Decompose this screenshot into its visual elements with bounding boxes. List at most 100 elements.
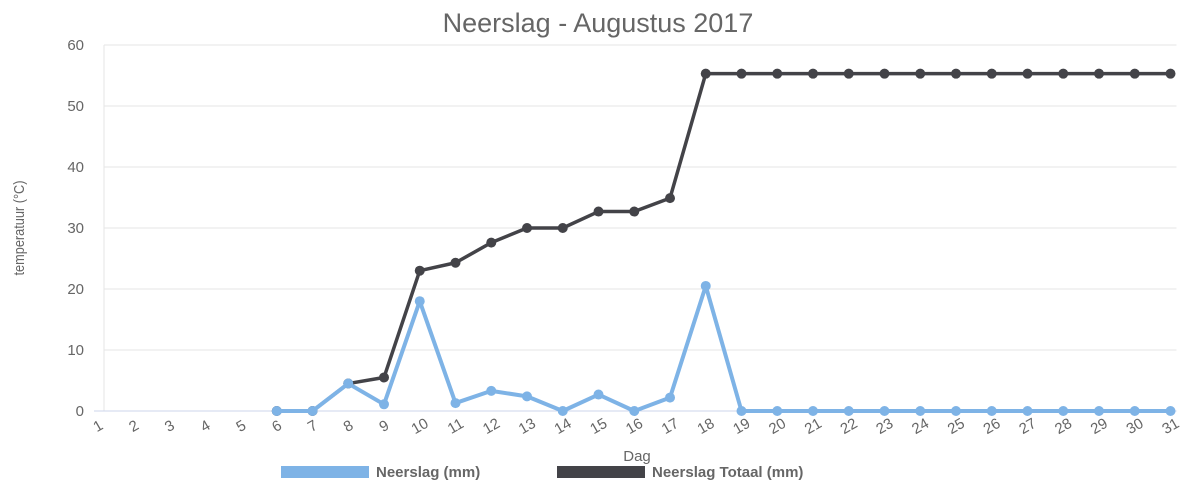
x-tick-label: 30: [1124, 415, 1147, 438]
data-point[interactable]: [307, 406, 318, 416]
data-point[interactable]: [1022, 68, 1033, 79]
data-point[interactable]: [879, 406, 890, 416]
data-point[interactable]: [414, 296, 425, 307]
data-point[interactable]: [557, 406, 568, 416]
x-tick-label: 12: [480, 415, 503, 438]
x-tick-label: 26: [981, 415, 1004, 438]
data-point[interactable]: [486, 385, 497, 396]
legend-label: Neerslag Totaal (mm): [652, 464, 803, 481]
data-point[interactable]: [1022, 406, 1033, 416]
data-point[interactable]: [700, 280, 711, 291]
data-point[interactable]: [1129, 406, 1140, 416]
data-point[interactable]: [343, 378, 354, 389]
data-point[interactable]: [557, 223, 568, 233]
x-tick-label: 14: [552, 415, 575, 438]
legend-item[interactable]: Neerslag Totaal (mm): [557, 464, 803, 481]
x-tick-label: 15: [587, 415, 610, 438]
x-tick-label: 21: [802, 415, 825, 438]
y-tick-label: 20: [67, 281, 84, 298]
data-point[interactable]: [843, 68, 854, 79]
data-point[interactable]: [629, 406, 640, 416]
grid-lines: [94, 44, 1177, 412]
x-tick-label: 19: [730, 415, 753, 438]
x-tick-label: 16: [623, 415, 646, 438]
data-point[interactable]: [772, 406, 783, 416]
y-tick-label: 0: [76, 403, 84, 420]
y-axis-label: temperatuur (°C): [10, 181, 27, 276]
chart-title: Neerslag - Augustus 2017: [443, 8, 754, 38]
x-tick-label: 10: [409, 415, 432, 438]
x-tick-label: 28: [1052, 415, 1075, 438]
x-tick-label: 23: [873, 415, 896, 438]
x-axis-ticks: 1 2 3 4 5 6 7 8 9 10 11 12 13 14 15 16 17 18 19 20 21 22 23 24 2…: [90, 415, 1182, 438]
x-tick-label: 8: [341, 417, 357, 436]
legend-item[interactable]: Neerslag (mm): [281, 464, 480, 481]
x-tick-label: 25: [945, 415, 968, 438]
x-tick-label: 27: [1016, 415, 1039, 438]
data-point[interactable]: [700, 68, 711, 79]
x-tick-label: 20: [766, 415, 789, 438]
data-point[interactable]: [951, 406, 961, 416]
data-point[interactable]: [486, 237, 497, 248]
data-point[interactable]: [915, 68, 926, 79]
data-point[interactable]: [593, 206, 604, 217]
data-point[interactable]: [808, 406, 818, 416]
data-point[interactable]: [843, 406, 854, 416]
x-tick-label: 24: [909, 415, 932, 438]
x-tick-label: 5: [233, 417, 249, 436]
data-point[interactable]: [1129, 68, 1140, 79]
x-tick-label: 29: [1088, 415, 1111, 438]
data-point[interactable]: [808, 68, 818, 79]
data-point[interactable]: [736, 406, 747, 416]
data-point[interactable]: [1058, 68, 1069, 79]
data-point[interactable]: [379, 372, 389, 383]
x-tick-label: 6: [269, 417, 285, 436]
data-point[interactable]: [986, 68, 997, 79]
data-point[interactable]: [1058, 406, 1069, 416]
data-point[interactable]: [915, 406, 926, 416]
data-point[interactable]: [1094, 68, 1104, 79]
data-point[interactable]: [271, 406, 282, 416]
x-tick-label: 13: [516, 415, 539, 438]
series-neerslag-totaal: [271, 68, 1176, 416]
x-tick-label: 4: [198, 417, 214, 436]
legend-swatch: [557, 466, 645, 478]
data-point[interactable]: [772, 68, 783, 79]
data-point[interactable]: [629, 206, 640, 217]
x-tick-label: 7: [305, 417, 321, 436]
x-tick-label: 1: [90, 417, 106, 436]
data-point[interactable]: [1094, 406, 1104, 416]
data-point[interactable]: [736, 68, 747, 79]
data-point[interactable]: [1165, 406, 1176, 416]
x-tick-label: 9: [376, 417, 392, 436]
y-tick-label: 30: [67, 220, 84, 237]
x-tick-label: 18: [695, 415, 718, 438]
data-point[interactable]: [1165, 68, 1176, 79]
data-point[interactable]: [414, 265, 425, 276]
data-point[interactable]: [522, 391, 532, 402]
x-tick-label: 11: [445, 415, 467, 438]
x-axis-label: Dag: [623, 448, 651, 465]
series-line: [276, 71, 1171, 413]
legend[interactable]: Neerslag (mm) Neerslag Totaal (mm): [281, 464, 803, 481]
data-point[interactable]: [951, 68, 961, 79]
y-tick-label: 50: [67, 98, 84, 115]
x-tick-label: 3: [162, 417, 178, 436]
data-point[interactable]: [665, 193, 675, 204]
x-tick-label: 2: [126, 417, 142, 436]
data-point[interactable]: [379, 399, 389, 410]
legend-label: Neerslag (mm): [376, 464, 480, 481]
data-point[interactable]: [522, 223, 532, 233]
data-point[interactable]: [879, 68, 890, 79]
x-tick-label: 17: [659, 415, 682, 438]
data-point[interactable]: [986, 406, 997, 416]
data-point[interactable]: [450, 257, 461, 268]
x-tick-label: 31: [1159, 415, 1182, 438]
legend-swatch: [281, 466, 369, 478]
data-point[interactable]: [593, 389, 604, 400]
data-point[interactable]: [665, 392, 675, 403]
series-neerslag: [271, 280, 1176, 416]
y-tick-label: 60: [67, 37, 84, 54]
data-point[interactable]: [450, 398, 461, 409]
